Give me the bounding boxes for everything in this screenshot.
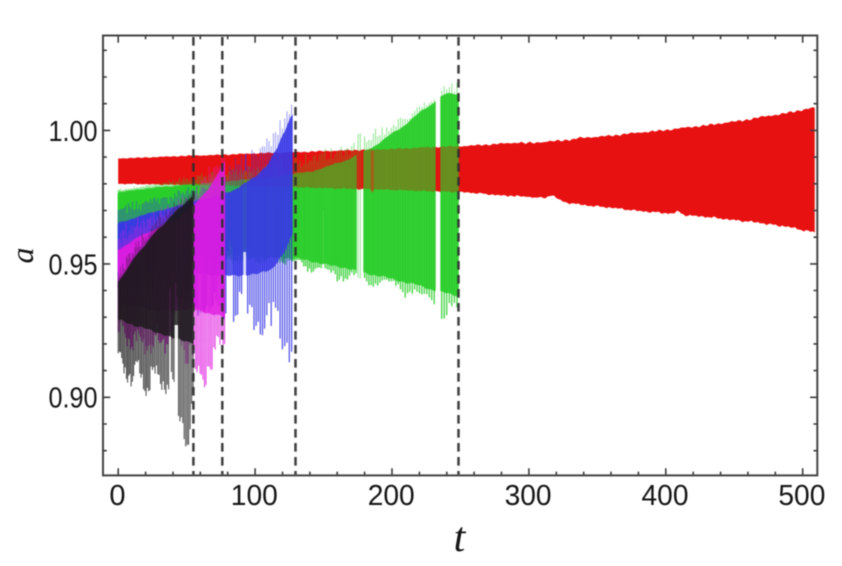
svg-text:300: 300 [505,480,552,512]
svg-text:0.95: 0.95 [49,249,98,281]
svg-text:a: a [4,248,40,264]
svg-text:1.00: 1.00 [49,116,98,148]
svg-text:200: 200 [368,480,415,512]
svg-text:0.90: 0.90 [49,383,98,415]
svg-text:500: 500 [778,480,825,512]
svg-text:t: t [454,515,467,561]
svg-text:0: 0 [109,480,125,512]
svg-text:400: 400 [642,480,689,512]
svg-text:100: 100 [231,480,278,512]
